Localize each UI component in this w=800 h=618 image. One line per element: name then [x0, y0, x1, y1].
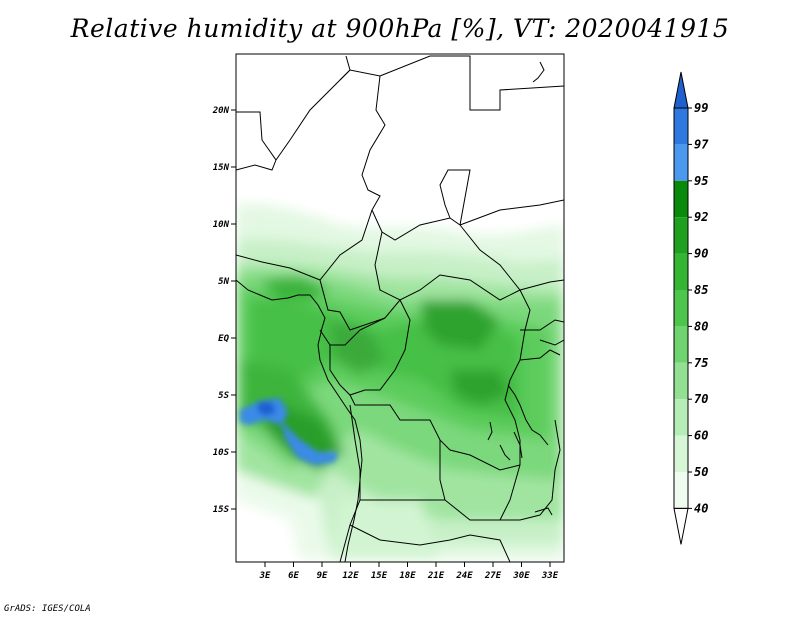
colorbar-label: 95 [694, 174, 708, 188]
colorbar-bottom-arrow [673, 507, 689, 545]
map-frame [235, 53, 565, 563]
longitude-axis: 3E 6E 9E 12E 15E 18E 21E 24E 27E 30E 33E [259, 562, 559, 581]
colorbar-segment [674, 472, 688, 509]
map-title: Relative humidity at 900hPa [%], VT: 202… [70, 14, 730, 43]
lon-tick-label: 18E [399, 571, 416, 581]
colorbar: 99 97 95 92 90 85 80 75 70 60 50 40 [673, 71, 709, 545]
colorbar-label: 97 [694, 137, 709, 151]
humidity-field [236, 54, 564, 562]
lon-tick-label: 21E [427, 571, 445, 581]
lat-tick-label: 5N [218, 277, 229, 287]
colorbar-segment [674, 253, 688, 290]
colorbar-top-arrow [673, 71, 689, 109]
colorbar-segment [674, 326, 688, 363]
lon-tick-label: 27E [484, 571, 502, 581]
lon-tick-label: 9E [317, 571, 328, 581]
lat-tick-label: 5S [218, 391, 229, 401]
lat-tick-label: 15N [213, 163, 230, 173]
colorbar-segment [674, 180, 688, 218]
colorbar-label: 80 [694, 319, 708, 333]
lat-tick-label: 10S [213, 448, 230, 458]
colorbar-segment [674, 399, 688, 436]
colorbar-label: 75 [694, 356, 708, 370]
lon-tick-label: 30E [512, 571, 530, 581]
colorbar-segment [674, 290, 688, 327]
country-borders [236, 55, 564, 562]
colorbar-label: 92 [694, 210, 708, 224]
colorbar-segment [674, 435, 688, 472]
lat-tick-label: 15S [213, 505, 230, 515]
grads-credit: GrADS: IGES/COLA [4, 604, 91, 614]
lon-tick-label: 24E [455, 571, 473, 581]
lat-tick-label: 10N [213, 220, 230, 230]
lat-tick-label: EQ [218, 334, 229, 344]
lat-tick-label: 20N [212, 106, 230, 116]
latitude-axis: 20N 15N 10N 5N EQ 5S 10S 15S [212, 106, 236, 515]
colorbar-label: 85 [694, 283, 708, 297]
colorbar-segment [674, 217, 688, 254]
colorbar-segment [674, 108, 688, 145]
colorbar-segment [674, 144, 688, 181]
colorbar-label: 50 [694, 465, 708, 479]
colorbar-label: 40 [694, 501, 708, 515]
colorbar-label: 70 [694, 392, 708, 406]
lon-tick-label: 15E [371, 571, 388, 581]
colorbar-label: 90 [694, 247, 708, 261]
colorbar-label: 99 [694, 101, 708, 115]
colorbar-label: 60 [694, 429, 708, 443]
lon-tick-label: 12E [342, 571, 359, 581]
lon-tick-label: 3E [259, 571, 271, 581]
colorbar-outline [673, 107, 689, 509]
lon-tick-label: 6E [288, 571, 299, 581]
colorbar-segment [674, 362, 688, 400]
lon-tick-label: 33E [541, 571, 559, 581]
